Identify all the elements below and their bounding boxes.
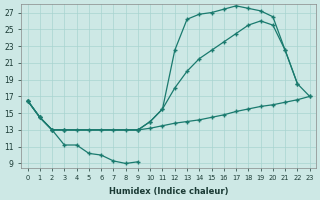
- X-axis label: Humidex (Indice chaleur): Humidex (Indice chaleur): [109, 187, 228, 196]
